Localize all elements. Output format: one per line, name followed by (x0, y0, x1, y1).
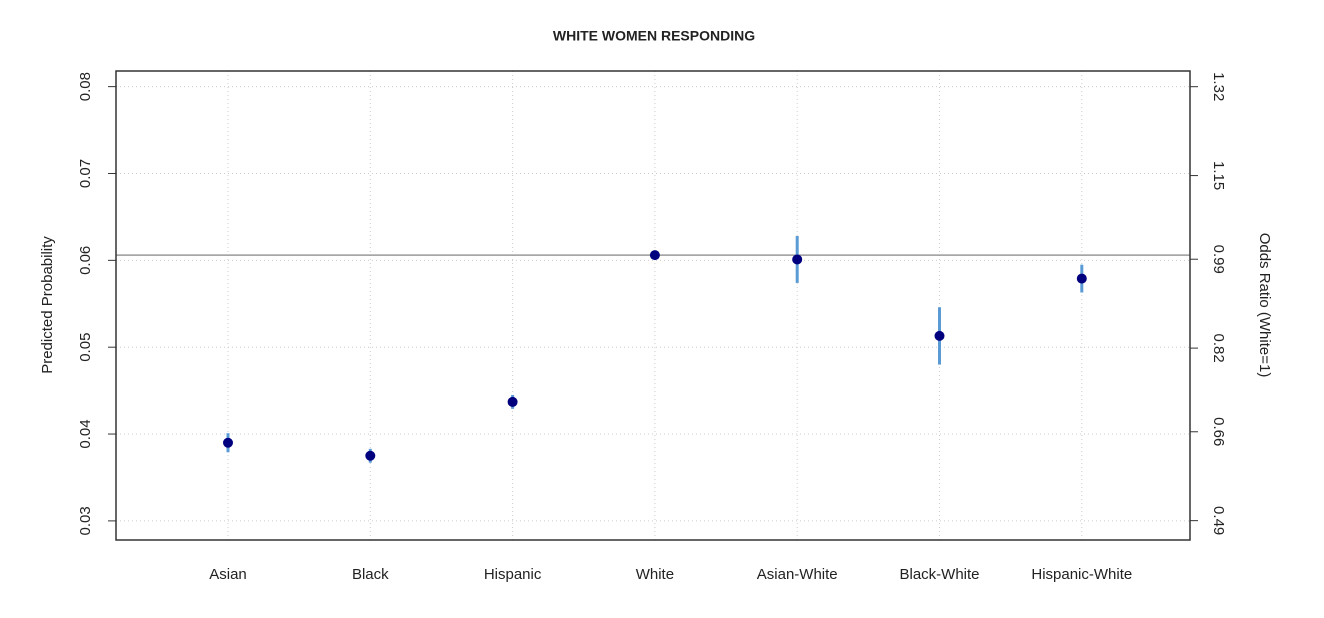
point (365, 450, 376, 461)
x-tick-label: Asian (209, 566, 247, 583)
x-tick-label: White (636, 566, 674, 583)
x-tick-label: Asian-White (757, 566, 838, 583)
y2-tick-label: 0.82 (1210, 334, 1227, 363)
point (934, 330, 945, 341)
x-tick-label: Hispanic-White (1031, 566, 1132, 583)
y2-tick-label: 1.15 (1210, 161, 1227, 190)
x-tick-label: Hispanic (484, 566, 542, 583)
point (507, 396, 518, 407)
y2-tick-label: 0.49 (1210, 506, 1227, 535)
y2-axis-label: Odds Ratio (White=1) (1256, 233, 1273, 378)
y-tick-label: 0.06 (77, 246, 94, 275)
x-tick-label: Black-White (899, 566, 979, 583)
point (792, 254, 803, 265)
x-tick-label: Black (352, 566, 389, 583)
y-axis-label: Predicted Probability (39, 236, 56, 374)
point (649, 250, 660, 261)
y-tick-label: 0.07 (77, 159, 94, 188)
y2-tick-label: 1.32 (1210, 72, 1227, 101)
plot-frame (115, 70, 1191, 541)
y-tick-label: 0.08 (77, 72, 94, 101)
point (223, 437, 233, 448)
y-tick-label: 0.03 (77, 506, 94, 535)
y2-tick-label: 0.99 (1210, 245, 1227, 274)
y-tick-label: 0.04 (77, 419, 94, 448)
y2-tick-label: 0.66 (1210, 417, 1227, 446)
chart-title: WHITE WOMEN RESPONDING (553, 28, 755, 44)
y-tick-label: 0.05 (77, 333, 94, 362)
point (1076, 273, 1087, 284)
